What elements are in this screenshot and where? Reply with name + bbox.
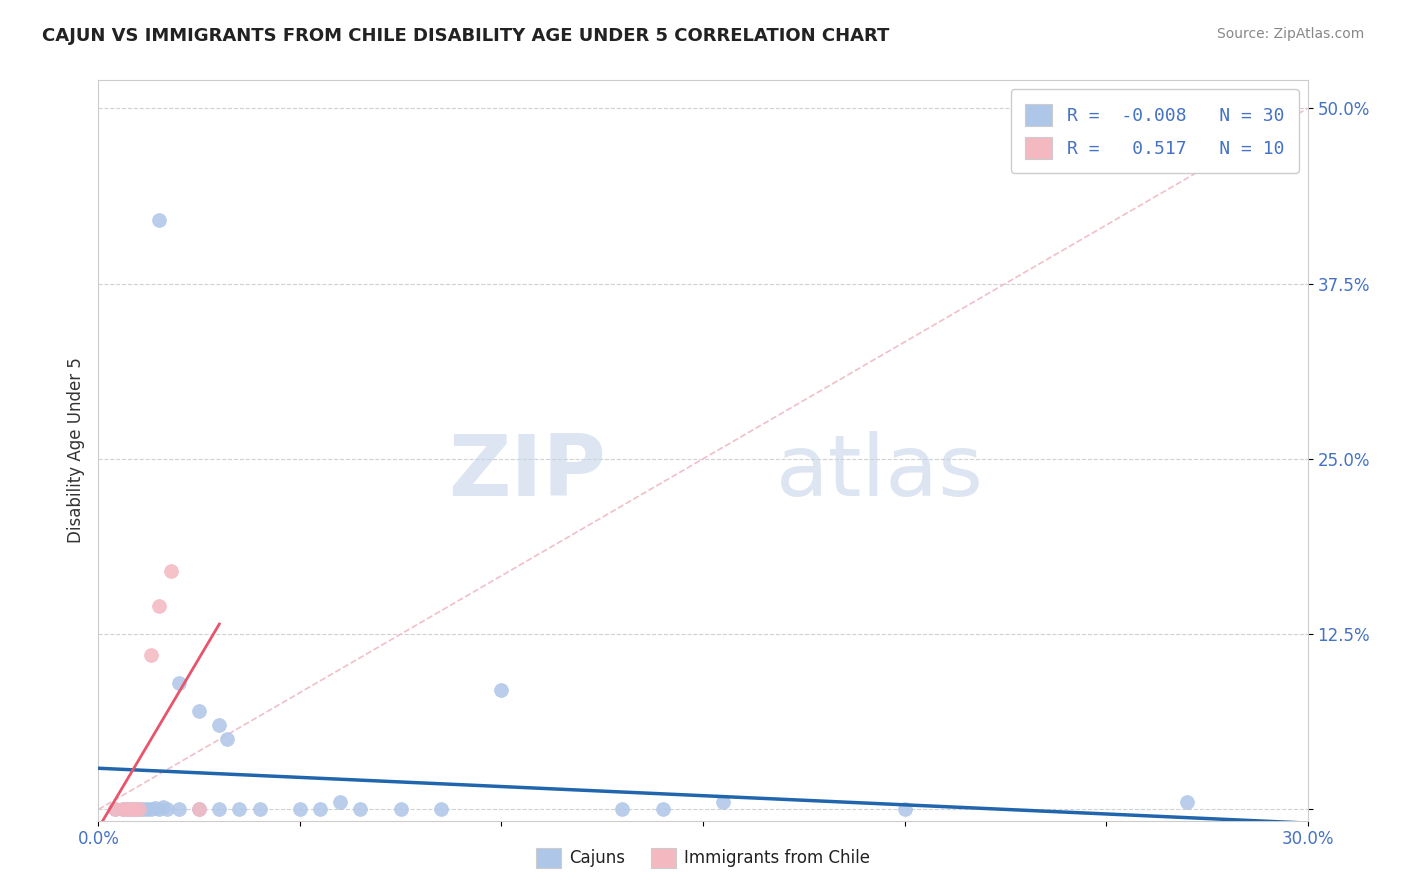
Legend: Cajuns, Immigrants from Chile: Cajuns, Immigrants from Chile	[530, 841, 876, 875]
Point	[132, 802, 155, 816]
Point	[103, 802, 125, 816]
Point	[128, 802, 150, 816]
Point	[217, 732, 239, 747]
Point	[148, 802, 170, 816]
Point	[143, 801, 166, 815]
Point	[148, 213, 170, 227]
Point	[139, 648, 162, 663]
Point	[167, 802, 190, 816]
Point	[148, 599, 170, 613]
Y-axis label: Disability Age Under 5: Disability Age Under 5	[66, 358, 84, 543]
Point	[651, 802, 673, 816]
Text: atlas: atlas	[776, 431, 984, 514]
Text: ZIP: ZIP	[449, 431, 606, 514]
Text: CAJUN VS IMMIGRANTS FROM CHILE DISABILITY AGE UNDER 5 CORRELATION CHART: CAJUN VS IMMIGRANTS FROM CHILE DISABILIT…	[42, 27, 890, 45]
Legend: R =  -0.008   N = 30, R =   0.517   N = 10: R = -0.008 N = 30, R = 0.517 N = 10	[1011, 89, 1299, 173]
Point	[160, 564, 183, 578]
Point	[128, 802, 150, 816]
Point	[188, 704, 211, 718]
Point	[111, 802, 134, 816]
Point	[1175, 796, 1198, 810]
Point	[120, 802, 142, 816]
Point	[103, 802, 125, 816]
Point	[893, 802, 915, 816]
Point	[288, 802, 311, 816]
Point	[249, 802, 271, 816]
Point	[228, 802, 250, 816]
Point	[156, 802, 179, 816]
Point	[309, 802, 332, 816]
Point	[491, 683, 513, 698]
Point	[139, 802, 162, 816]
Point	[167, 676, 190, 690]
Point	[152, 799, 174, 814]
Point	[188, 802, 211, 816]
Point	[124, 802, 146, 816]
Text: Source: ZipAtlas.com: Source: ZipAtlas.com	[1216, 27, 1364, 41]
Point	[208, 802, 231, 816]
Point	[612, 802, 634, 816]
Point	[124, 802, 146, 816]
Point	[115, 802, 138, 816]
Point	[120, 802, 142, 816]
Point	[135, 802, 157, 816]
Point	[111, 802, 134, 816]
Point	[208, 718, 231, 732]
Point	[188, 802, 211, 816]
Point	[389, 802, 412, 816]
Point	[711, 796, 734, 810]
Point	[430, 802, 453, 816]
Point	[349, 802, 371, 816]
Point	[115, 802, 138, 816]
Point	[329, 796, 352, 810]
